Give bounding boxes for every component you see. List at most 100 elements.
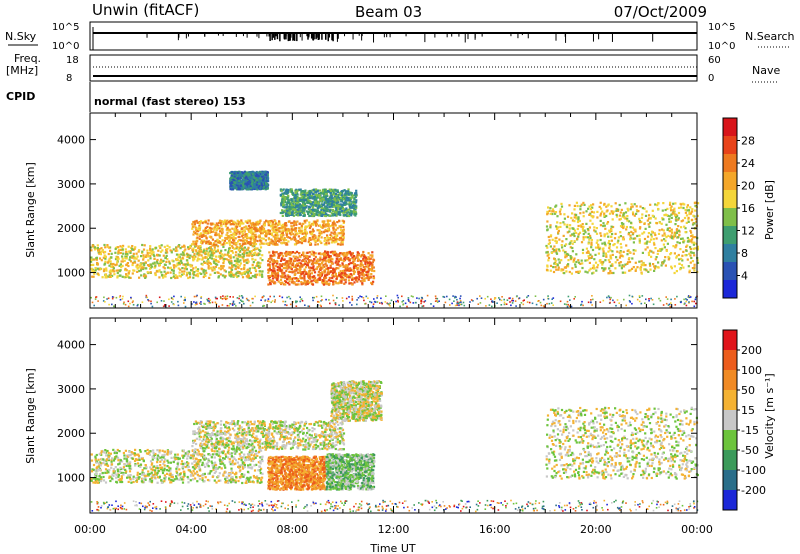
data-cell — [181, 245, 184, 248]
data-cell — [297, 268, 300, 271]
data-cell — [261, 171, 264, 175]
data-cell — [577, 216, 580, 219]
data-cell — [342, 202, 345, 205]
data-cell — [311, 197, 314, 200]
data-cell — [593, 229, 596, 232]
data-cell — [249, 187, 252, 190]
data-cell — [187, 263, 190, 266]
data-cell — [622, 250, 625, 253]
data-cell — [610, 205, 613, 208]
data-cell — [323, 255, 326, 258]
data-cell — [312, 221, 316, 224]
data-cell — [242, 240, 245, 243]
nsearch-tick-bottom: 10^0 — [708, 41, 735, 52]
data-cell — [582, 236, 585, 239]
data-cell — [683, 216, 687, 220]
data-cell — [293, 282, 296, 285]
data-cell — [196, 252, 199, 255]
data-cell — [581, 248, 585, 251]
data-cell — [682, 206, 685, 210]
data-cell — [326, 209, 329, 212]
data-cell — [236, 229, 239, 232]
data-cell — [269, 261, 272, 264]
data-cell — [246, 268, 250, 271]
data-cell — [341, 276, 344, 279]
data-cell — [189, 265, 192, 268]
data-cell — [277, 255, 280, 258]
data-cell — [342, 230, 345, 233]
data-cell — [302, 253, 305, 256]
data-cell — [291, 237, 294, 240]
data-cell — [163, 245, 166, 248]
data-cell — [329, 219, 332, 222]
data-cell — [246, 254, 249, 257]
data-cell — [560, 205, 564, 208]
data-cell — [313, 258, 316, 261]
data-cell — [294, 269, 297, 272]
data-cell — [617, 236, 620, 239]
data-cell — [267, 237, 270, 240]
data-cell — [332, 283, 335, 286]
data-cell — [246, 233, 249, 236]
data-cell — [276, 243, 279, 246]
data-cell — [141, 265, 144, 268]
data-cell — [303, 273, 306, 277]
data-cell — [143, 273, 146, 276]
data-cell — [196, 232, 199, 236]
data-cell — [99, 253, 102, 256]
data-cell — [269, 283, 272, 286]
data-cell — [305, 206, 308, 209]
data-cell — [271, 280, 275, 283]
data-cell — [312, 279, 315, 282]
data-cell — [193, 220, 196, 224]
data-cell — [342, 273, 345, 277]
data-cell — [186, 261, 189, 264]
data-cell — [276, 265, 279, 268]
data-cell — [117, 250, 120, 253]
data-cell — [242, 222, 245, 225]
data-cell — [291, 211, 294, 214]
data-cell — [305, 210, 308, 213]
data-cell — [95, 258, 98, 261]
data-cell — [224, 221, 227, 224]
data-cell — [282, 255, 285, 258]
data-cell — [269, 254, 272, 257]
data-cell — [124, 252, 128, 256]
data-cell — [299, 210, 302, 213]
data-cell — [179, 275, 182, 278]
data-cell — [339, 265, 342, 268]
data-cell — [285, 260, 288, 263]
data-cell — [259, 226, 262, 229]
data-cell — [265, 173, 268, 177]
data-cell — [285, 224, 288, 227]
data-cell — [326, 221, 330, 224]
data-cell — [119, 263, 122, 266]
data-cell — [317, 202, 320, 205]
data-cell — [288, 212, 291, 215]
data-cell — [257, 235, 260, 238]
data-cell — [212, 258, 215, 261]
data-cell — [587, 232, 590, 235]
data-cell — [332, 203, 335, 206]
data-cell — [207, 260, 210, 263]
data-cell — [308, 255, 311, 258]
data-cell — [204, 234, 207, 238]
data-cell — [309, 200, 313, 203]
data-cell — [90, 246, 93, 249]
data-cell — [229, 256, 232, 259]
data-cell — [251, 173, 254, 176]
data-cell — [345, 201, 348, 204]
data-cell — [256, 180, 259, 183]
data-cell — [213, 243, 216, 246]
data-cell — [557, 266, 560, 269]
data-cell — [324, 212, 327, 215]
data-cell — [631, 211, 635, 214]
data-cell — [622, 225, 625, 228]
data-cell — [307, 201, 310, 204]
data-cell — [355, 278, 358, 281]
data-cell — [555, 248, 558, 251]
data-cell — [361, 254, 364, 257]
data-cell — [282, 200, 285, 203]
data-cell — [94, 269, 97, 272]
data-cell — [109, 272, 112, 275]
